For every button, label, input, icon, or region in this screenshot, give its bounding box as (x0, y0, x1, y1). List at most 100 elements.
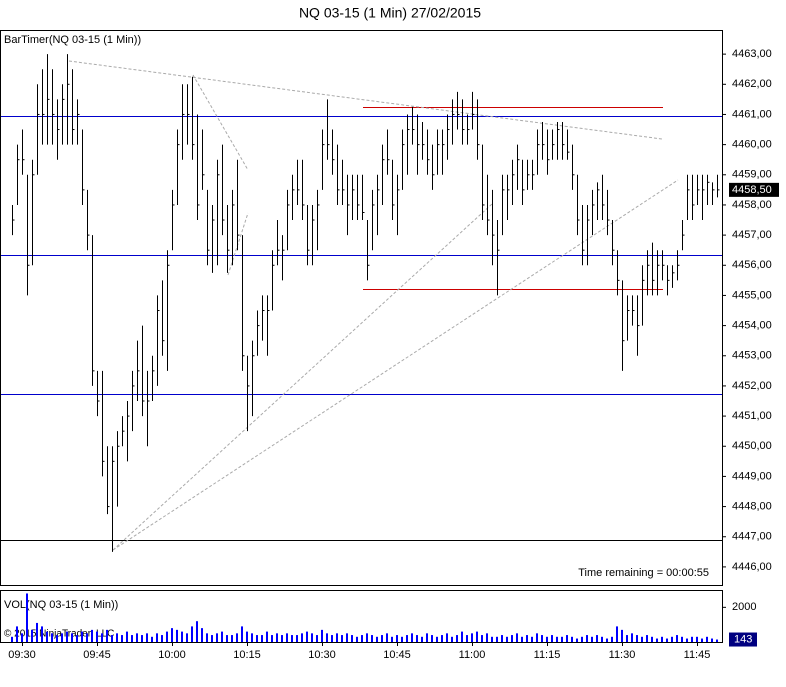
volume-bar (286, 633, 288, 642)
volume-bar (46, 631, 48, 642)
last-volume-label: 143 (734, 633, 752, 645)
volume-bar (706, 636, 708, 642)
volume-bar (711, 638, 713, 642)
indicator-label: BarTimer(NQ 03-15 (1 Min)) (4, 34, 141, 46)
volume-bar (96, 631, 98, 642)
x-tick-label: 11:45 (684, 649, 711, 661)
trend-line (112, 203, 493, 551)
volume-bar (406, 635, 408, 642)
volume-bar (416, 635, 418, 642)
volume-bar (191, 626, 193, 642)
volume-bar (206, 633, 208, 642)
volume-bar (501, 635, 503, 642)
volume-bar (661, 636, 663, 642)
volume-bar (671, 636, 673, 642)
volume-bar (196, 621, 198, 642)
volume-bar (211, 635, 213, 642)
volume-bar (16, 626, 18, 642)
volume-bar (351, 635, 353, 642)
volume-bar (91, 629, 93, 642)
volume-bar (201, 628, 203, 642)
volume-bar (356, 636, 358, 642)
volume-bar (496, 636, 498, 642)
volume-bar (626, 635, 628, 642)
volume-bar (306, 631, 308, 642)
volume-bar (56, 635, 58, 642)
volume-bar (396, 635, 398, 642)
y-tick-label: 4460,00 (732, 139, 772, 151)
volume-bar (321, 629, 323, 642)
volume-bar (126, 631, 128, 642)
chart-title: NQ 03-15 (1 Min) 27/02/2015 (299, 5, 481, 21)
volume-bar (266, 631, 268, 642)
volume-bar (226, 635, 228, 642)
volume-bar (421, 636, 423, 642)
volume-bar (646, 635, 648, 642)
volume-bar (606, 638, 608, 642)
y-tick-label: 4456,00 (732, 259, 772, 271)
volume-label: VOL(NQ 03-15 (1 Min)) (4, 599, 118, 611)
volume-bar (51, 633, 53, 642)
volume-bar (656, 638, 658, 642)
volume-bar (531, 636, 533, 642)
volume-bar (386, 633, 388, 642)
volume-bar (491, 636, 493, 642)
volume-bar (256, 635, 258, 642)
volume-bar (246, 631, 248, 642)
y-tick-label: 4462,00 (732, 78, 772, 90)
y-tick-label: 4461,00 (732, 108, 772, 120)
volume-bar (481, 635, 483, 642)
volume-bar (86, 633, 88, 642)
y-tick-label: 4450,00 (732, 440, 772, 452)
volume-bar (436, 636, 438, 642)
volume-bar (441, 635, 443, 642)
volume-bar (221, 631, 223, 642)
volume-bar (391, 636, 393, 642)
y-tick-label: 4454,00 (732, 320, 772, 332)
y-tick-label: 4463,00 (732, 48, 772, 60)
volume-bar (216, 633, 218, 642)
volume-bar (181, 631, 183, 642)
trend-line (192, 74, 249, 171)
y-tick-label: 4448,00 (732, 500, 772, 512)
volume-bar (611, 636, 613, 642)
volume-bar (101, 633, 103, 642)
volume-bar (536, 633, 538, 642)
volume-bar (41, 626, 43, 642)
volume-bar (186, 633, 188, 642)
y-tick-label: 4451,00 (732, 410, 772, 422)
x-tick-label: 10:00 (158, 649, 186, 661)
copyright: © 2015 NinjaTrader, LLC (4, 629, 114, 640)
volume-bar (381, 635, 383, 642)
volume-bar (241, 626, 243, 642)
volume-bar (461, 631, 463, 642)
volume-bar (316, 635, 318, 642)
volume-bar (151, 636, 153, 642)
volume-bar (146, 633, 148, 642)
x-tick-label: 10:45 (383, 649, 411, 661)
volume-bar (446, 633, 448, 642)
volume-bar (466, 635, 468, 642)
last-price-label: 4458,50 (732, 184, 772, 196)
y-tick-label: 4446,00 (732, 561, 772, 573)
volume-bar (171, 628, 173, 642)
volume-bar (66, 631, 68, 642)
volume-bar (161, 635, 163, 642)
volume-bar (526, 635, 528, 642)
volume-bar (541, 635, 543, 642)
volume-bar (271, 635, 273, 642)
volume-bar (681, 636, 683, 642)
volume-bar (341, 635, 343, 642)
volume-bar (641, 636, 643, 642)
volume-bar (336, 633, 338, 642)
y-tick-label: 4455,00 (732, 289, 772, 301)
volume-bar (11, 636, 13, 642)
volume-bar (511, 635, 513, 642)
volume-bar (136, 633, 138, 642)
volume-bar (431, 635, 433, 642)
x-tick-label: 09:45 (83, 649, 111, 661)
price-panel (0, 30, 723, 586)
y-tick-label: 4459,00 (732, 169, 772, 181)
volume-bar (581, 636, 583, 642)
